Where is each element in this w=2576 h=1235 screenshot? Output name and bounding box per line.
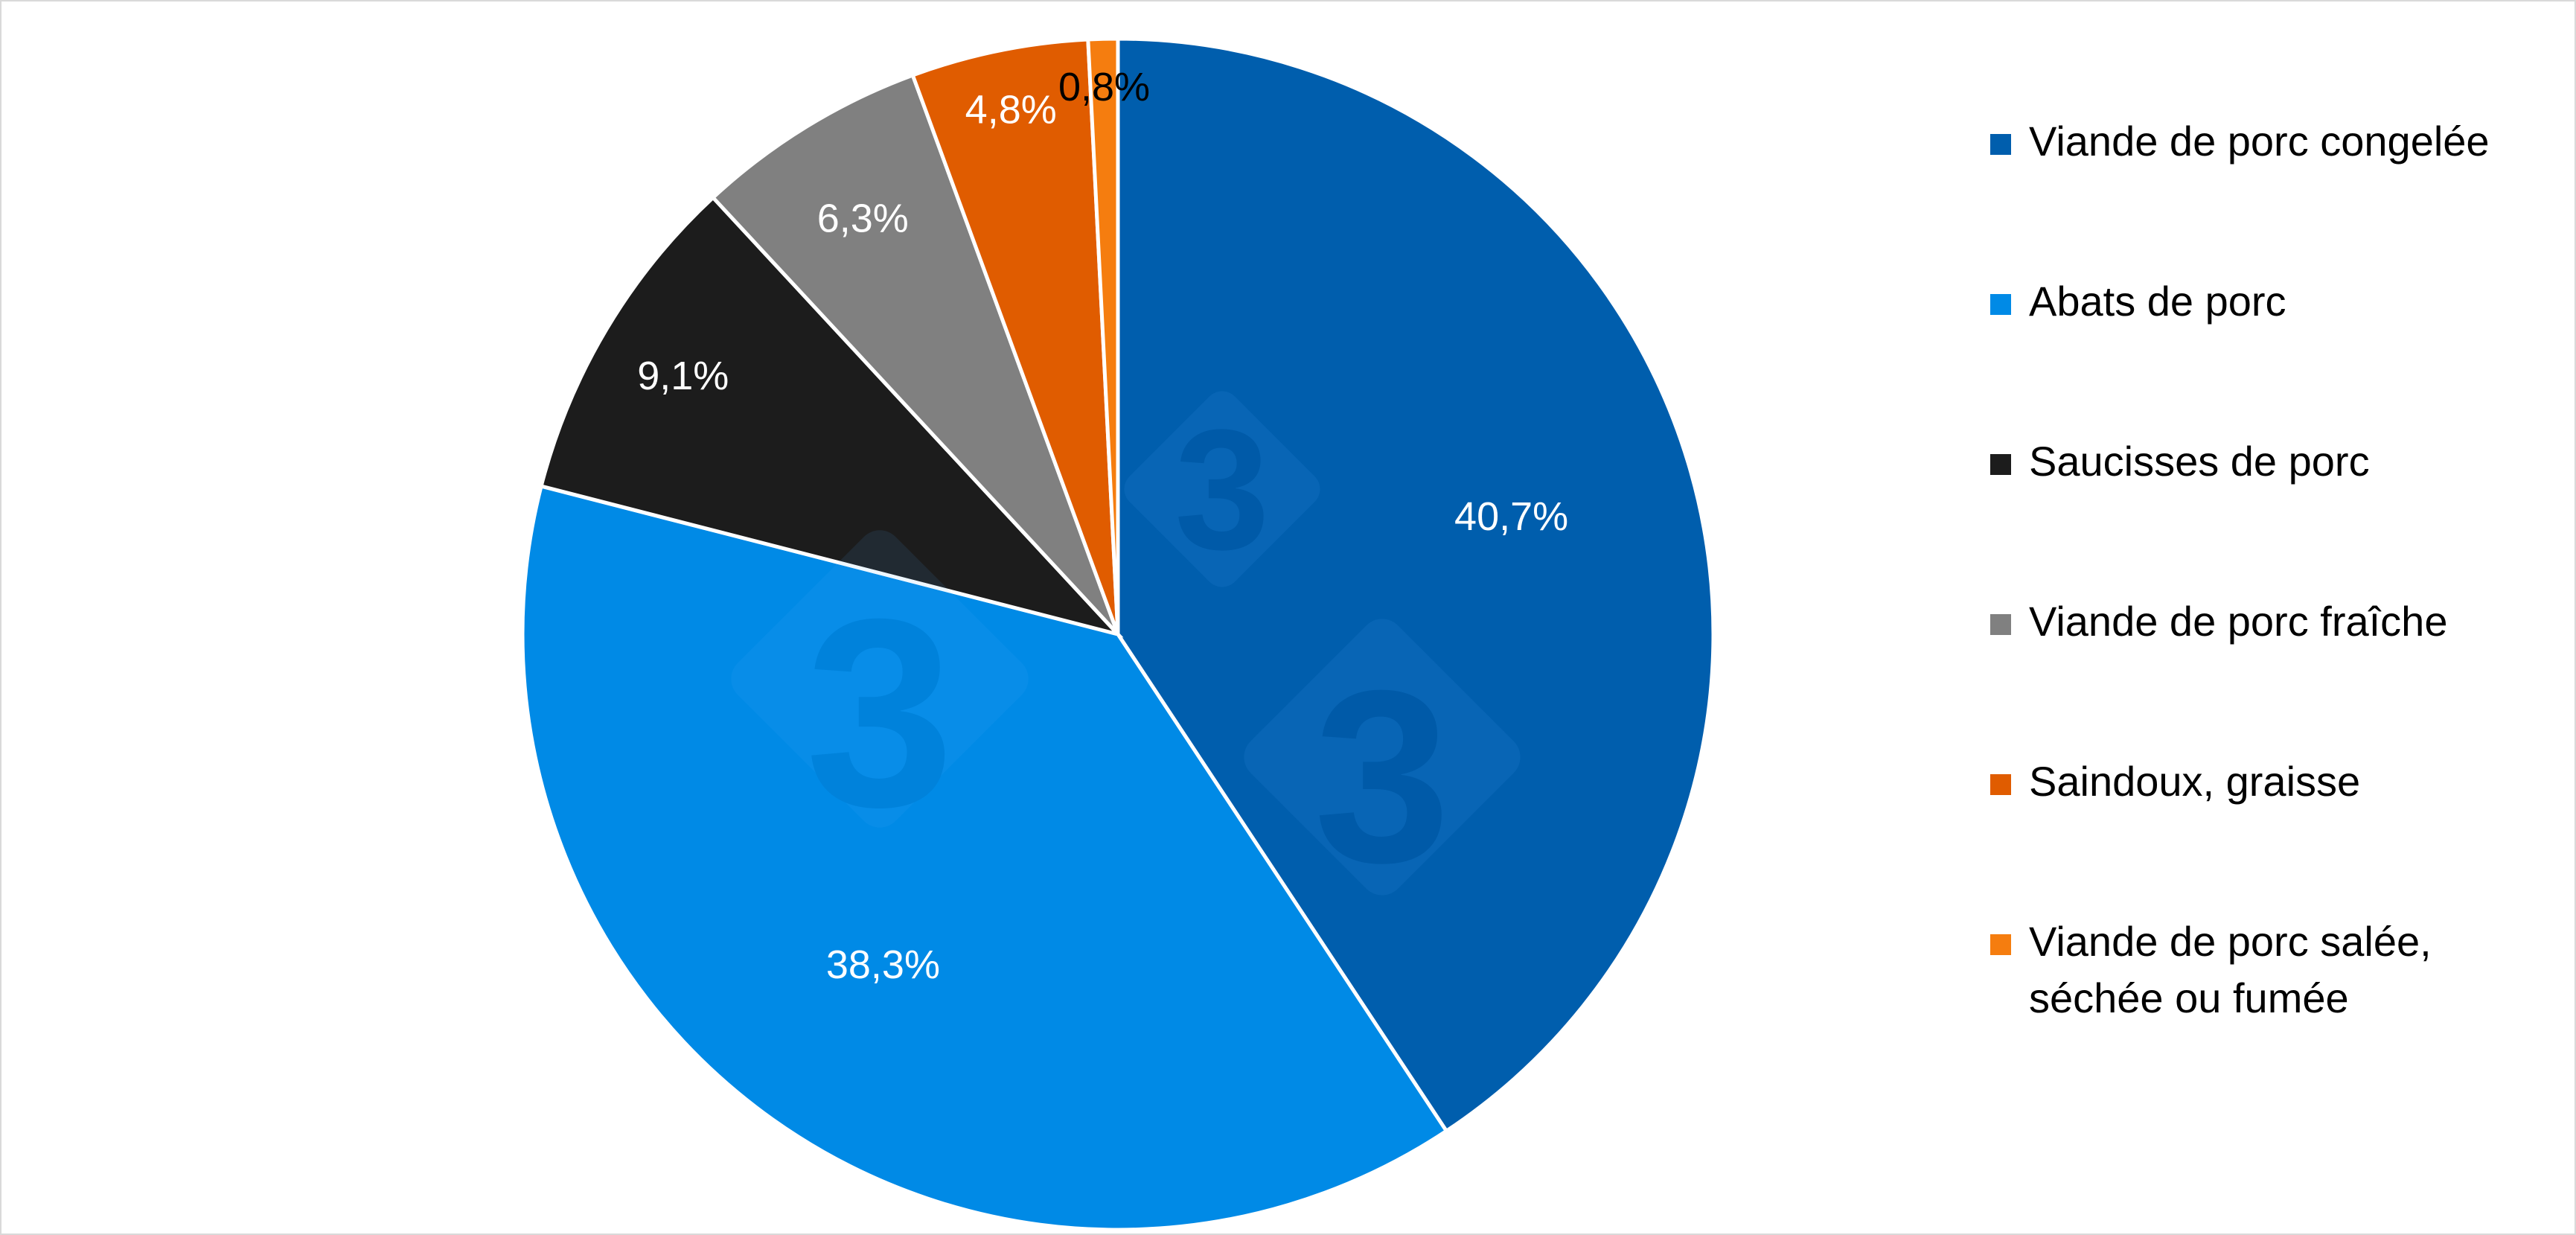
legend-item: Viande de porc fraîche (1990, 593, 2535, 650)
legend-swatch (1990, 294, 2011, 315)
pie-slice (710, 72, 1120, 636)
legend-label: Viande de porc salée, séchée ou fumée (2029, 918, 2432, 1021)
legend-label: Saucisses de porc (2029, 438, 2370, 485)
pie-slice (520, 484, 1449, 1232)
legend-item: Abats de porc (1990, 273, 2535, 330)
slice-value-label: 40,7% (1454, 494, 1568, 539)
slice-value-label: 4,8% (965, 88, 1057, 133)
slice-labels: 40,7% 38,3% 9,1% 6,3% 4,8%0,8% (637, 65, 1568, 987)
legend-swatch (1990, 774, 2011, 795)
pie-slice (910, 37, 1120, 635)
pie-slice (1086, 36, 1120, 635)
legend-swatch (1990, 134, 2011, 155)
svg-text:3: 3 (805, 564, 954, 863)
legend-item: Viande de porc congelée (1990, 113, 2535, 170)
legend-swatch (1990, 614, 2011, 635)
legend-label: Viande de porc fraîche (2029, 598, 2448, 645)
slice-value-label: 9,1% (637, 354, 729, 398)
legend-label: Abats de porc (2029, 278, 2286, 325)
legend-item: Saindoux, graisse (1990, 753, 2535, 810)
legend-item: Saucisses de porc (1990, 433, 2535, 490)
slice-value-label: 6,3% (817, 197, 909, 241)
legend-label: Saindoux, graisse (2029, 758, 2361, 805)
pie-slice (539, 194, 1124, 638)
svg-text:3: 3 (1314, 639, 1451, 913)
legend-item: Viande de porc salée, séchée ou fumée (1990, 913, 2535, 1027)
slice-value-label: 0,8% (1058, 65, 1150, 109)
slice-value-label: 38,3% (826, 942, 940, 987)
legend-swatch (1990, 454, 2011, 475)
legend-swatch (1990, 934, 2011, 955)
pie-slices (520, 36, 1716, 1232)
svg-text:3: 3 (1174, 394, 1270, 585)
watermark-logo: 3 3 3 (731, 391, 1521, 913)
legend-label: Viande de porc congelée (2029, 118, 2490, 165)
